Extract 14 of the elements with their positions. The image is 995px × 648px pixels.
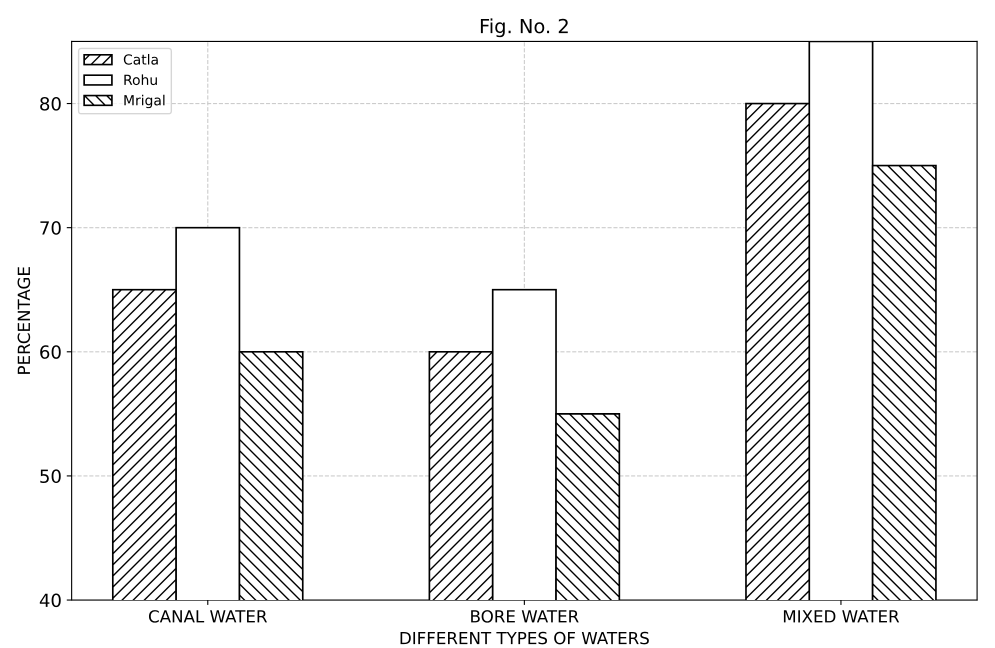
y-tick-label: 50 [40, 469, 61, 484]
legend-label: Catla [124, 54, 158, 65]
y-tick-label: 60 [40, 345, 61, 359]
legend-label: Rohu [124, 74, 157, 86]
y-tick-label: 40 [40, 594, 61, 608]
x-tick-label: MIXED WATER [784, 610, 900, 622]
legend-label: Mrigal [124, 94, 164, 108]
x-tick-label: BORE WATER [471, 610, 579, 623]
y-tick-label: 80 [40, 96, 61, 111]
chart-title: Fig. No. 2 [480, 18, 568, 38]
y-axis-title: PERCENTAGE [18, 267, 30, 374]
y-tick-label: 70 [40, 221, 61, 235]
x-tick-label: CANAL WATER [148, 610, 268, 623]
x-axis-title: DIFFERENT TYPES OF WATERS [400, 632, 649, 644]
